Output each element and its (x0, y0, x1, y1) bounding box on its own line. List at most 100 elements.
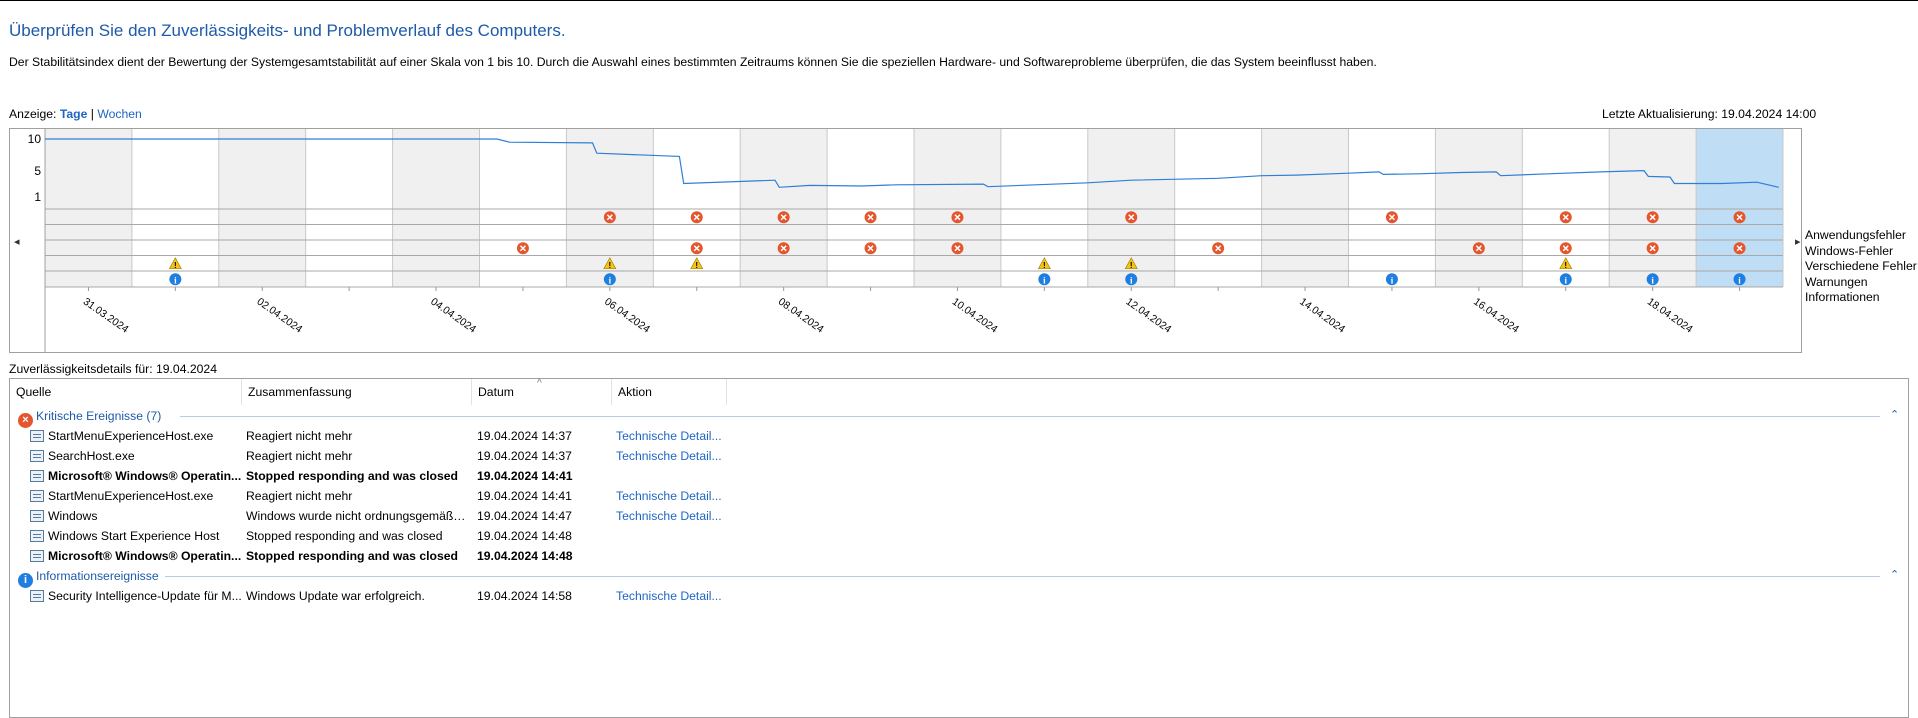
row-source: SearchHost.exe (48, 449, 135, 463)
error-mark (1649, 214, 1656, 221)
view-label: Anzeige: (9, 107, 57, 121)
info-icon (1733, 273, 1746, 286)
technical-details-link[interactable]: Technische Detail... (616, 589, 722, 603)
view-separator: | (90, 107, 94, 121)
info-icon (169, 273, 182, 286)
group-title: Informationsereignisse (36, 569, 159, 583)
row-summary: Reagiert nicht mehr (246, 489, 353, 503)
row-source: StartMenuExperienceHost.exe (48, 489, 214, 503)
error-mark (780, 245, 787, 252)
technical-details-link[interactable]: Technische Detail... (616, 509, 722, 523)
sort-indicator: ^ (537, 378, 542, 389)
table-row[interactable]: Security Intelligence-Update für M... Win… (10, 586, 1890, 606)
page-title: Überprüfen Sie den Zuverlässigkeits- und… (9, 21, 566, 40)
legend-app-errors: Anwendungsfehler (1805, 228, 1906, 242)
y-tick-label: 1 (34, 190, 41, 204)
info-mark: i (174, 275, 177, 285)
error-mark (780, 214, 787, 221)
warning-mark: ! (1043, 261, 1046, 270)
group-title: Kritische Ereignisse (7) (36, 409, 162, 423)
column-source[interactable]: Quelle (10, 379, 242, 405)
row-summary: Reagiert nicht mehr (246, 429, 353, 443)
app-icon (30, 470, 44, 482)
stability-index-line (45, 138, 1779, 188)
legend-misc-errors: Verschiedene Fehler (1805, 259, 1917, 274)
details-header: Zuverlässigkeitsdetails für: 19.04.2024 (9, 362, 217, 376)
info-icon (603, 273, 616, 286)
row-summary: Stopped responding and was closed (246, 529, 443, 543)
warning-mark: ! (609, 261, 612, 270)
technical-details-link[interactable]: Technische Detail... (616, 449, 722, 463)
warning-icon (168, 257, 182, 270)
app-icon (30, 510, 44, 522)
column-date[interactable]: Datum (472, 379, 612, 405)
table-row[interactable]: Microsoft® Windows® Operatin... Stopped r… (10, 466, 1890, 486)
day-column-shade (740, 129, 828, 287)
error-mark (1388, 214, 1395, 221)
legend-windows-errors: Windows-Fehler (1805, 243, 1894, 258)
collapse-icon[interactable]: ⌃ (1890, 569, 1900, 581)
group-header[interactable]: × Kritische Ereignisse (7) (18, 406, 162, 428)
date-label: 14.04.2024 (1297, 296, 1347, 336)
technical-details-link[interactable]: Technische Detail... (616, 489, 722, 503)
chart-svg: 10 5 1 ◂!!!!! ! i i i i i i i i 31.03.2024 02.04.2024 0… (14, 129, 1801, 353)
info-mark: i (1651, 275, 1654, 285)
group-header[interactable]: i Informationsereignisse (18, 566, 159, 588)
date-label: 08.04.2024 (776, 296, 826, 336)
warning-mark: ! (1564, 261, 1567, 270)
error-icon: × (18, 413, 33, 428)
row-summary: Stopped responding and was closed (246, 549, 458, 563)
window-top-border (0, 0, 1918, 1)
y-tick-label: 10 (28, 132, 42, 146)
row-source: Microsoft® Windows® Operatin... (48, 469, 242, 483)
table-row[interactable]: Microsoft® Windows® Operatin... Stopped r… (10, 546, 1890, 566)
row-date: 19.04.2024 14:37 (477, 429, 572, 443)
error-mark (1215, 245, 1222, 252)
row-summary: Reagiert nicht mehr (246, 449, 353, 463)
table-row[interactable]: StartMenuExperienceHost.exe Reagiert nich… (10, 486, 1890, 506)
row-date: 19.04.2024 14:48 (477, 529, 572, 543)
row-source: Security Intelligence-Update für M... (48, 589, 242, 603)
day-column-shade (914, 129, 1001, 287)
error-mark (1562, 214, 1569, 221)
nav-right-icon: ▸ (1795, 235, 1801, 248)
info-mark: i (609, 275, 612, 285)
group-divider (180, 416, 1880, 417)
table-row[interactable]: SearchHost.exe Reagiert nicht mehr 19.04.2… (10, 446, 1890, 466)
row-source: Windows (48, 509, 98, 523)
table-row[interactable]: Windows Start Experience Host Stopped res… (10, 526, 1890, 546)
chart-legend: Anwendungsfehler Windows-Fehler Verschie… (1805, 228, 1917, 306)
date-label: 18.04.2024 (1645, 296, 1695, 336)
date-label: 12.04.2024 (1124, 296, 1174, 336)
date-label: 10.04.2024 (950, 296, 1000, 336)
day-column-shade (45, 129, 132, 287)
technical-details-link[interactable]: Technische Detail... (616, 429, 722, 443)
error-mark (954, 214, 961, 221)
info-icon (1038, 273, 1051, 286)
last-update: Letzte Aktualisierung: 19.04.2024 14:00 (1602, 107, 1817, 121)
day-column-shade (1609, 129, 1697, 287)
row-summary: Stopped responding and was closed (246, 469, 458, 483)
warning-mark: ! (174, 261, 177, 270)
view-days-link[interactable]: Tage (59, 107, 88, 121)
info-icon (1385, 273, 1398, 286)
column-summary[interactable]: Zusammenfassung (242, 379, 472, 405)
row-date: 19.04.2024 14:58 (477, 589, 572, 603)
date-label: 31.03.2024 (81, 296, 131, 336)
row-date: 19.04.2024 14:47 (477, 509, 572, 523)
warning-icon (690, 257, 704, 270)
view-weeks-link[interactable]: Wochen (97, 107, 142, 121)
day-column-shade (1435, 129, 1523, 287)
info-icon (1125, 273, 1138, 286)
collapse-icon[interactable]: ⌃ (1890, 409, 1900, 421)
reliability-chart[interactable]: 10 5 1 ◂!!!!!! i i i i i i i i 31.03.2024 02.04.2024 0… (9, 128, 1802, 353)
error-mark (867, 245, 874, 252)
info-mark: i (1043, 275, 1046, 285)
table-row[interactable]: Windows Windows wurde nicht ordnungsgemäß… (10, 506, 1890, 526)
table-row[interactable]: StartMenuExperienceHost.exe Reagiert nich… (10, 426, 1890, 446)
column-action[interactable]: Aktion (612, 379, 727, 405)
warning-icon (1124, 257, 1138, 270)
info-mark: i (1738, 275, 1741, 285)
day-column-shade (392, 129, 480, 287)
date-label: 02.04.2024 (255, 296, 305, 336)
